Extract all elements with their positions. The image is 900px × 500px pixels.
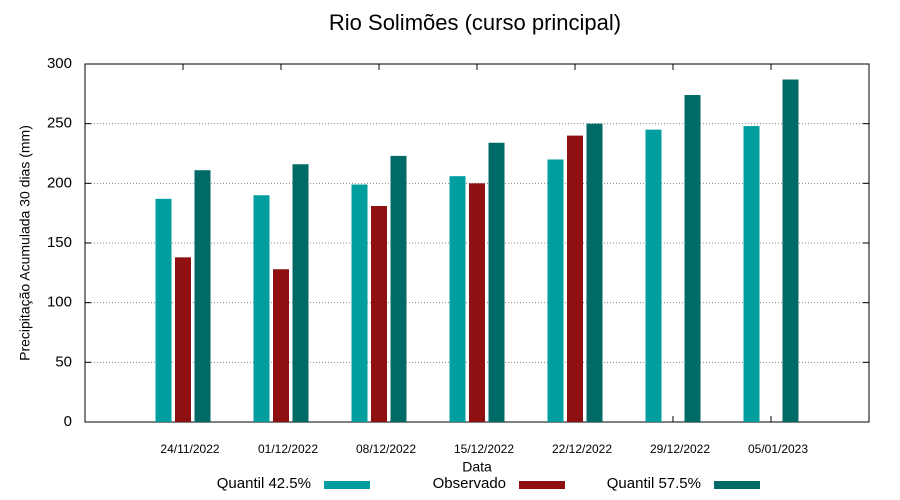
y-tick-label: 200	[47, 174, 72, 191]
chart-title: Rio Solimões (curso principal)	[329, 10, 621, 35]
x-tick-label: 08/12/2022	[356, 442, 416, 456]
y-axis-label: Precipitação Acumulada 30 dias (mm)	[17, 125, 33, 361]
bar	[782, 79, 799, 422]
bar	[547, 159, 564, 422]
bar	[743, 126, 760, 422]
y-tick-label: 50	[55, 353, 72, 370]
bar	[253, 195, 270, 422]
legend-label: Observado	[433, 475, 506, 492]
legend-swatch	[714, 481, 760, 489]
x-tick-label: 24/11/2022	[160, 442, 219, 456]
bar	[488, 142, 505, 422]
legend-label: Quantil 42.5%	[217, 475, 311, 492]
y-tick-label: 0	[64, 413, 72, 430]
bar	[645, 129, 662, 422]
bar	[194, 170, 211, 422]
bar	[390, 155, 407, 423]
x-tick-label: 29/12/2022	[650, 442, 710, 456]
bar	[351, 184, 368, 422]
legend-swatch	[324, 481, 370, 489]
y-tick-label: 100	[47, 294, 72, 311]
legend-swatch	[519, 481, 565, 489]
bar	[155, 198, 172, 422]
x-tick-label: 22/12/2022	[552, 442, 612, 456]
legend-label: Quantil 57.5%	[607, 475, 701, 492]
bar	[469, 183, 485, 422]
y-tick-label: 250	[47, 115, 72, 132]
bar	[292, 164, 309, 423]
bar	[684, 95, 701, 422]
bar	[175, 257, 191, 422]
x-tick-label: 01/12/2022	[258, 442, 318, 456]
bar	[567, 135, 583, 422]
bar	[371, 206, 387, 422]
y-tick-label: 300	[47, 55, 72, 72]
bar	[273, 269, 289, 422]
y-tick-label: 150	[47, 234, 72, 251]
bar	[586, 123, 603, 423]
x-axis-label: Data	[462, 459, 492, 475]
x-tick-label: 05/01/2023	[748, 442, 808, 456]
x-tick-label: 15/12/2022	[454, 442, 514, 456]
bar	[449, 176, 466, 422]
